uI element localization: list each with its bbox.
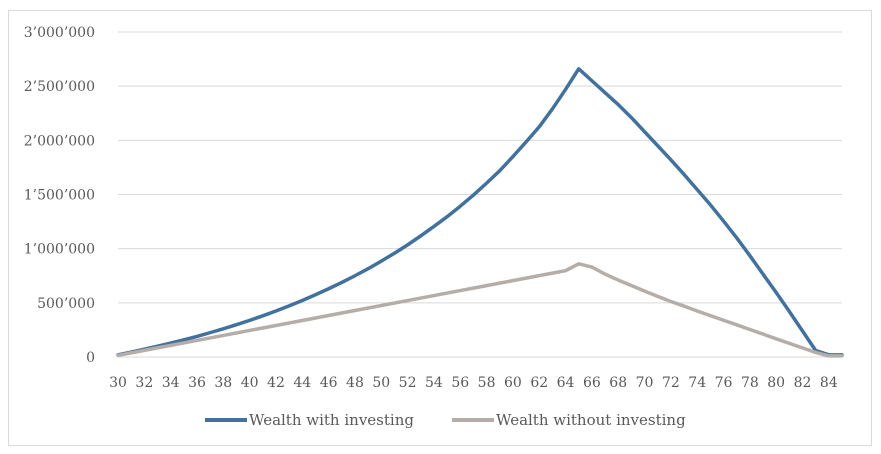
x-tick-label: 76 [715,375,733,391]
x-tick-label: 66 [583,375,601,391]
legend-label-1: Wealth without investing [496,411,686,429]
x-tick-label: 68 [609,375,627,391]
x-tick-label: 62 [530,375,548,391]
y-tick-label: 1’000’000 [24,242,95,258]
x-tick-label: 46 [320,375,338,391]
x-tick-label: 48 [346,375,364,391]
series-line-0 [116,67,844,357]
y-tick-label: 1’500’000 [24,188,95,204]
x-tick-label: 52 [399,375,417,391]
x-tick-label: 70 [636,375,654,391]
series-lines [116,67,844,358]
y-tick-label: 500’000 [37,296,95,312]
x-tick-label: 40 [241,375,259,391]
y-tick-label: 0 [86,350,95,366]
x-tick-label: 84 [820,375,838,391]
x-tick-label: 56 [451,375,469,391]
x-axis-tick-labels: 30 32 34 36 38 40 42 44 46 48 50 52 54 56 58 60 62 64 66 68… [109,375,838,391]
y-tick-label: 2’500’000 [24,79,95,95]
x-tick-label: 60 [504,375,522,391]
x-tick-label: 74 [688,375,706,391]
x-tick-label: 54 [425,375,443,391]
legend-label-0: Wealth with investing [249,411,414,429]
y-axis-tick-labels: 0 500’000 1’000’000 1’500’000 2’000’000 2’500… [24,25,95,366]
x-tick-label: 78 [741,375,759,391]
x-tick-label: 38 [214,375,232,391]
x-tick-label: 80 [767,375,785,391]
legend: Wealth with investing Wealth without inve… [205,411,686,429]
x-tick-label: 82 [794,375,812,391]
series-line-1 [116,262,844,358]
x-tick-label: 64 [557,375,575,391]
x-tick-label: 34 [162,375,180,391]
x-tick-label: 50 [372,375,390,391]
x-tick-label: 42 [267,375,285,391]
x-tick-label: 32 [135,375,153,391]
y-tick-label: 2’000’000 [24,133,95,149]
x-tick-label: 58 [478,375,496,391]
y-tick-label: 3’000’000 [24,25,95,41]
x-tick-label: 72 [662,375,680,391]
x-tick-label: 44 [293,375,311,391]
grid-lines [118,31,842,358]
x-tick-label: 30 [109,375,127,391]
x-tick-label: 36 [188,375,206,391]
